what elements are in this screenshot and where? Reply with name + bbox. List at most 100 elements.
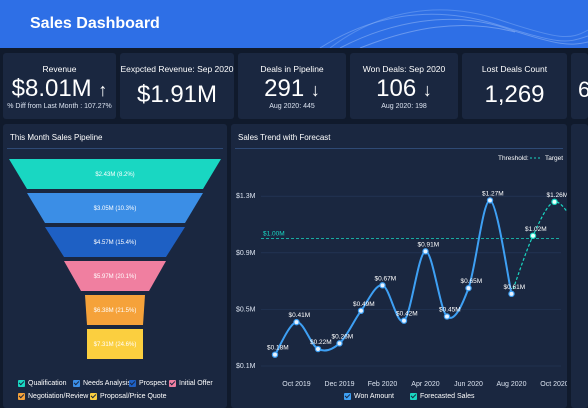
checkbox-icon [73,380,80,387]
kpi-subtext: Aug 2020: 445 [269,103,315,110]
kpi-lost-deals[interactable]: Lost Deals Count 1,269 [462,53,567,119]
won-amount-point [336,340,343,347]
checkbox-icon [344,393,351,400]
chart-title: Sales Trend with Forecast [238,133,331,142]
funnel-stage-label: $5.97M (20.1%) [94,274,137,280]
won-amount-data-label: $0.49M [353,301,375,308]
kpi-subtext: % Diff from Last Month : 107.27% [7,103,112,110]
won-amount-data-label: $0.41M [289,312,311,319]
kpi-deals-in-pipeline[interactable]: Deals in Pipeline 291 ↓ Aug 2020: 445 [238,53,346,119]
x-tick-label: Feb 2020 [368,381,398,388]
won-amount-data-label: $1.27M [482,190,504,197]
legend-proposal-price-quote[interactable]: Proposal/Price Quote [90,393,167,400]
funnel-stage [64,261,166,291]
y-tick-label: $1.3M [236,193,256,200]
won-amount-point [465,284,472,292]
x-tick-label: Oct 2020 [540,381,567,388]
won-amount-point [293,318,300,326]
kpi-value-partial: 6 [578,77,588,102]
kpi-value: 1,269 [484,81,545,108]
panel-divider [7,148,223,149]
won-amount-data-label: $0.45M [439,306,461,313]
legend-initial-offer[interactable]: Initial Offer [169,380,213,387]
threshold-label: Threshold: [498,155,529,162]
kpi-label: Revenue [42,64,77,74]
kpi-subtext: Aug 2020: 198 [381,103,427,110]
funnel-stage [87,329,143,359]
funnel-stage-label: $6.38M (21.5%) [94,308,137,314]
won-amount-data-label: $0.22M [310,339,332,346]
target-value-label: $1.00M [263,231,285,238]
legend-forecasted-sales[interactable]: Forecasted Sales [410,393,474,400]
kpi-value: $8.01M ↑ [11,75,108,102]
legend-qualification[interactable]: Qualification [18,380,67,387]
legend-won-amount[interactable]: Won Amount [344,393,394,400]
won-amount-data-label: $0.65M [461,278,483,285]
funnel-chart: $2.43M (8.2%) $3.05M (10.3%) $4.57M (15.4%… [9,159,221,359]
arrow-up-icon: ↑ [98,80,108,100]
won-amount-data-label: $0.26M [332,333,354,340]
header-wave-decoration [319,9,588,48]
forecast-line [510,201,567,295]
panel-divider [235,148,563,149]
kpi-revenue[interactable]: Revenue $8.01M ↑ % Diff from Last Month … [3,53,116,119]
legend-needs-analysis[interactable]: Needs Analysis [73,380,131,387]
won-amount-point [400,317,408,324]
funnel-stage [9,159,221,189]
funnel-stage-label: $3.05M (10.3%) [94,206,137,212]
forecast-point [551,198,558,206]
kpi-label: Deals in Pipeline [260,64,324,74]
x-tick-label: Jun 2020 [454,381,483,388]
x-tick-label: Oct 2019 [282,381,311,388]
legend-prospect[interactable]: Prospect [129,380,167,387]
funnel-stage-label: $7.31M (24.6%) [94,342,137,348]
legend-negotiation-review[interactable]: Negotiation/Review [18,393,88,400]
arrow-down-icon: ↓ [310,80,320,100]
won-amount-data-label: $0.67M [375,275,397,282]
y-tick-label: $0.9M [236,250,256,257]
funnel-stage-label: $4.57M (15.4%) [94,240,137,246]
target-label: Target [545,155,563,162]
checkbox-icon [90,393,97,400]
sales-trend-panel: Sales Trend with Forecast $1.3M $0.9M $0.5… [231,124,567,408]
x-tick-label: Apr 2020 [411,381,440,388]
x-tick-label: Dec 2019 [325,381,355,388]
arrow-down-icon: ↓ [422,80,432,100]
kpi-label: Eexpcted Revenue: Sep 2020 [120,64,234,74]
funnel-stage [85,295,145,325]
kpi-card-partial: 6 [571,53,588,119]
page-title: Sales Dashboard [30,15,160,32]
won-amount-point [508,290,515,298]
won-amount-data-label: $0.18M [267,345,289,352]
x-tick-label: Aug 2020 [497,381,527,388]
won-amount-point [443,313,451,320]
kpi-won-deals[interactable]: Won Deals: Sep 2020 106 ↓ Aug 2020: 198 [350,53,458,119]
checkbox-icon [18,393,25,400]
funnel-stage [45,227,185,257]
forecast-data-label: $1.26M [547,192,568,199]
panel-title: This Month Sales Pipeline [10,133,103,142]
dashboard-header: Sales Dashboard [0,0,588,48]
won-amount-point [379,282,386,289]
kpi-value: $1.91M [136,81,218,108]
won-amount-data-label: $0.91M [418,241,440,248]
y-tick-label: $0.5M [236,306,256,313]
won-amount-point [271,351,279,358]
won-amount-point [422,248,429,255]
won-amount-data-label: $0.42M [396,311,418,318]
kpi-label: Won Deals: Sep 2020 [362,64,446,74]
checkbox-icon [410,393,417,400]
funnel-stage-label: $2.43M (8.2%) [95,172,134,178]
forecast-point [529,232,537,239]
won-amount-point [314,345,322,353]
sales-pipeline-panel: This Month Sales Pipeline $2.43M (8.2%) $… [3,124,227,408]
won-amount-data-label: $0.61M [504,284,526,291]
trend-chart: $1.3M $0.9M $0.5M $0.1M Oct 2019 Dec 2019 Feb … [236,155,568,388]
kpi-expected-revenue[interactable]: Eexpcted Revenue: Sep 2020 $1.91M [120,53,234,119]
y-tick-label: $0.1M [236,363,256,370]
funnel-stage [27,193,203,223]
won-amount-point [357,307,365,314]
kpi-value: 291 ↓ [264,75,320,102]
kpi-label: Lost Deals Count [481,64,548,74]
checkbox-icon [18,380,25,387]
